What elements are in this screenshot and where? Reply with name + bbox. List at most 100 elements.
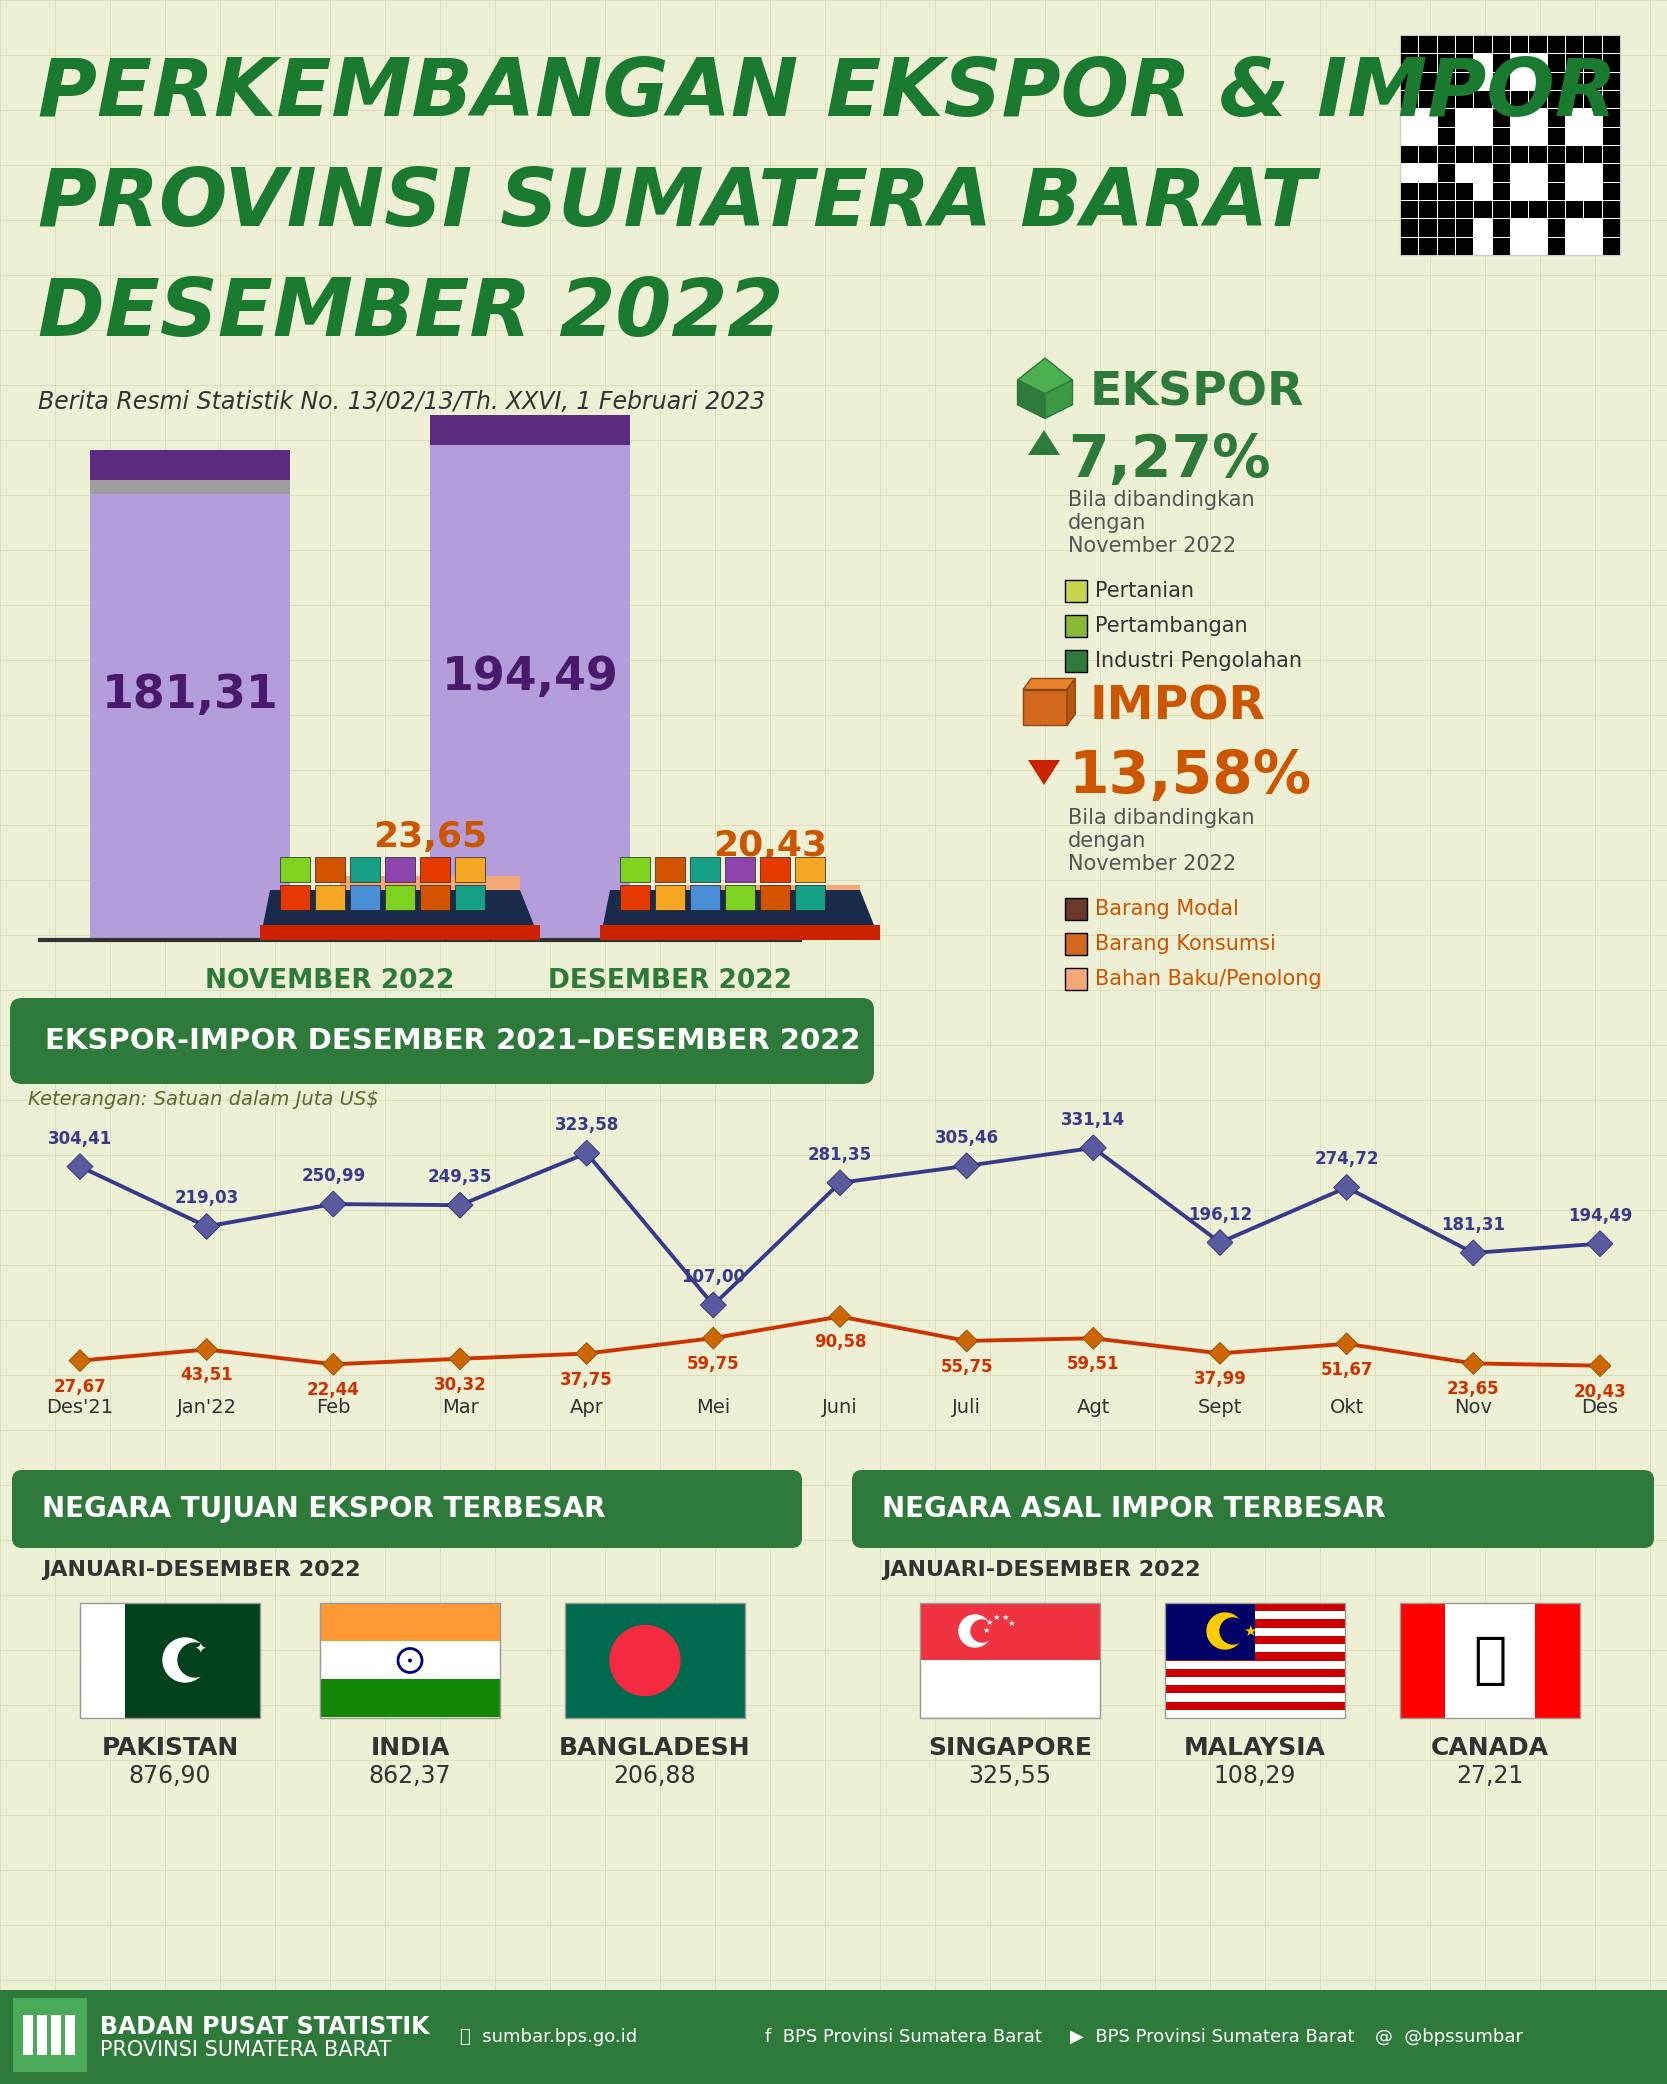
Bar [1529,200,1547,219]
Bar [1492,127,1510,146]
Text: ✦: ✦ [193,1642,205,1657]
Text: NEGARA TUJUAN EKSPOR TERBESAR: NEGARA TUJUAN EKSPOR TERBESAR [42,1494,605,1523]
FancyBboxPatch shape [65,2015,75,2055]
Polygon shape [1335,1334,1357,1355]
FancyBboxPatch shape [1065,650,1087,671]
FancyBboxPatch shape [320,1680,500,1717]
Bar [1492,54,1510,71]
Text: Barang Modal: Barang Modal [1095,898,1239,919]
Text: PROVINSI SUMATERA BARAT: PROVINSI SUMATERA BARAT [38,165,1315,244]
Circle shape [970,1619,994,1642]
Polygon shape [827,1169,854,1196]
Text: 22,44: 22,44 [307,1382,360,1398]
FancyBboxPatch shape [1445,1603,1535,1717]
Text: 🌐  sumbar.bps.go.id: 🌐 sumbar.bps.go.id [460,2028,637,2046]
Circle shape [178,1642,212,1678]
Text: PROVINSI SUMATERA BARAT: PROVINSI SUMATERA BARAT [100,2040,392,2059]
Bar [1547,35,1565,54]
FancyBboxPatch shape [655,886,685,911]
Bar [1547,183,1565,200]
FancyBboxPatch shape [680,886,860,940]
Bar [1455,219,1474,238]
Text: 59,51: 59,51 [1067,1355,1120,1373]
Text: 20,43: 20,43 [1574,1382,1627,1400]
Text: 107,00: 107,00 [682,1267,745,1286]
Bar [1400,92,1419,108]
FancyBboxPatch shape [1065,967,1087,990]
FancyBboxPatch shape [13,1999,87,2071]
Bar [1547,108,1565,127]
FancyBboxPatch shape [1165,1669,1345,1678]
Bar [1419,54,1437,71]
Bar [1492,200,1510,219]
Text: f  BPS Provinsi Sumatera Barat: f BPS Provinsi Sumatera Barat [765,2028,1042,2046]
Bar [1602,92,1620,108]
Bar [1584,35,1602,54]
Bar [1419,183,1437,200]
FancyBboxPatch shape [430,415,630,444]
Bar [1547,92,1565,108]
FancyBboxPatch shape [565,1603,745,1717]
FancyBboxPatch shape [1165,1619,1345,1628]
FancyBboxPatch shape [260,925,540,940]
FancyBboxPatch shape [90,481,290,494]
Polygon shape [1209,1342,1230,1365]
Bar [1437,54,1455,71]
FancyBboxPatch shape [1535,1603,1580,1717]
Polygon shape [1462,1353,1484,1375]
Bar [1400,35,1419,54]
Bar [1529,35,1547,54]
Text: NOVEMBER 2022: NOVEMBER 2022 [205,967,455,994]
Text: INDIA: INDIA [370,1736,450,1761]
Text: ★: ★ [992,1613,1000,1621]
Text: ▶  BPS Provinsi Sumatera Barat: ▶ BPS Provinsi Sumatera Barat [1070,2028,1355,2046]
Polygon shape [68,1350,92,1371]
Text: CANADA: CANADA [1430,1736,1549,1761]
Text: 249,35: 249,35 [428,1169,492,1186]
Bar [1584,200,1602,219]
Polygon shape [573,1140,600,1167]
FancyBboxPatch shape [1165,1644,1345,1653]
Text: ★: ★ [985,1617,994,1628]
FancyBboxPatch shape [23,2015,33,2055]
Text: 331,14: 331,14 [1062,1111,1125,1130]
FancyBboxPatch shape [385,886,415,911]
Bar [1419,200,1437,219]
Text: PERKEMBANGAN EKSPOR & IMPOR: PERKEMBANGAN EKSPOR & IMPOR [38,54,1617,133]
FancyBboxPatch shape [1065,934,1087,954]
Bar [1547,54,1565,71]
Polygon shape [1080,1136,1107,1161]
Text: 274,72: 274,72 [1314,1150,1379,1169]
FancyBboxPatch shape [280,857,310,882]
Text: 108,29: 108,29 [1214,1763,1297,1788]
Polygon shape [1067,679,1075,725]
Polygon shape [828,1305,850,1328]
Text: Industri Pengolahan: Industri Pengolahan [1095,650,1302,671]
Text: 30,32: 30,32 [433,1375,487,1394]
Bar [1565,54,1584,71]
Circle shape [959,1615,990,1646]
Bar [1602,108,1620,127]
Text: Apr: Apr [570,1398,603,1417]
Polygon shape [1017,379,1045,419]
Bar [1584,146,1602,163]
Bar [1584,73,1602,90]
FancyBboxPatch shape [315,857,345,882]
Bar [1602,219,1620,238]
FancyBboxPatch shape [90,450,290,481]
Bar [1455,183,1474,200]
FancyBboxPatch shape [340,875,520,940]
Bar [1492,73,1510,90]
Polygon shape [600,890,880,940]
Text: 250,99: 250,99 [302,1167,365,1186]
Bar [1547,165,1565,181]
Polygon shape [322,1353,345,1375]
Polygon shape [575,1342,598,1365]
Bar [1400,146,1419,163]
Text: 219,03: 219,03 [175,1190,238,1207]
Bar [1565,146,1584,163]
Text: 323,58: 323,58 [555,1117,618,1134]
FancyBboxPatch shape [920,1661,1100,1717]
FancyBboxPatch shape [1400,1603,1445,1717]
Text: 181,31: 181,31 [102,673,278,717]
